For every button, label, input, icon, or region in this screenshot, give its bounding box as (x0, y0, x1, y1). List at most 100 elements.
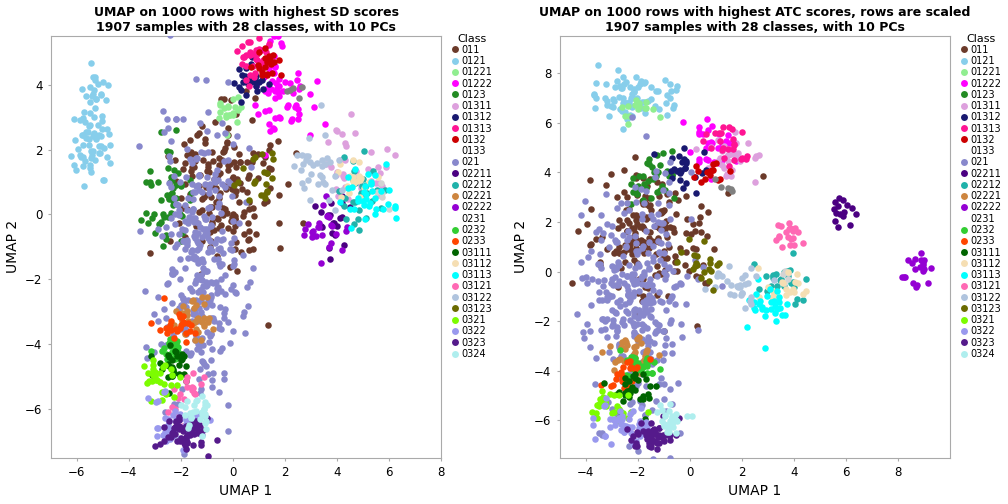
02221 (616, 344, 632, 352)
01311 (328, 126, 344, 134)
0324 (664, 415, 680, 423)
011 (621, 205, 637, 213)
03121 (787, 224, 803, 232)
011 (631, 275, 647, 283)
0123 (157, 235, 173, 243)
0121 (615, 94, 631, 102)
02222 (321, 242, 337, 250)
0123 (629, 185, 645, 194)
03122 (322, 196, 338, 204)
03112 (330, 168, 346, 176)
021 (593, 249, 609, 258)
01311 (728, 153, 744, 161)
02221 (637, 352, 653, 360)
03111 (173, 356, 190, 364)
0322 (598, 394, 614, 402)
0322 (160, 420, 176, 428)
021 (623, 408, 639, 416)
021 (188, 182, 205, 190)
021 (174, 237, 191, 245)
021 (198, 362, 214, 370)
011 (628, 220, 644, 228)
021 (616, 279, 632, 287)
011 (654, 207, 670, 215)
011 (215, 148, 231, 156)
0322 (156, 414, 172, 422)
0321 (157, 361, 173, 369)
0323 (162, 433, 178, 441)
0321 (145, 360, 161, 368)
01312 (255, 85, 271, 93)
011 (262, 183, 278, 192)
01312 (249, 78, 265, 86)
021 (639, 355, 655, 363)
021 (621, 443, 637, 451)
01222 (273, 42, 289, 50)
021 (172, 275, 188, 283)
021 (215, 235, 231, 243)
01311 (387, 151, 403, 159)
011 (657, 254, 673, 262)
0322 (618, 425, 634, 433)
011 (203, 193, 219, 201)
021 (156, 128, 172, 136)
021 (616, 209, 632, 217)
021 (621, 370, 637, 378)
0121 (77, 108, 93, 116)
021 (195, 312, 211, 320)
01313 (241, 82, 257, 90)
01222 (700, 126, 716, 134)
021 (188, 155, 205, 163)
0322 (639, 422, 655, 430)
0321 (164, 370, 180, 379)
03111 (163, 371, 179, 379)
01222 (728, 157, 744, 165)
02221 (188, 316, 205, 324)
02222 (319, 212, 335, 220)
01311 (712, 154, 728, 162)
01313 (707, 129, 723, 137)
03111 (178, 377, 195, 385)
0324 (663, 414, 679, 422)
021 (599, 333, 615, 341)
03122 (309, 180, 326, 188)
03121 (771, 233, 787, 241)
021 (209, 235, 225, 243)
011 (643, 206, 659, 214)
02211 (323, 211, 339, 219)
02221 (618, 336, 634, 344)
011 (221, 224, 237, 232)
0123 (166, 166, 182, 174)
0323 (188, 417, 205, 425)
0232 (626, 360, 642, 368)
03111 (638, 375, 654, 383)
01312 (677, 164, 694, 172)
0123 (649, 151, 665, 159)
03111 (622, 389, 638, 397)
021 (176, 201, 193, 209)
01222 (249, 110, 265, 118)
021 (210, 284, 226, 292)
021 (212, 246, 228, 254)
011 (182, 153, 199, 161)
011 (203, 228, 219, 236)
03123 (672, 248, 688, 257)
0322 (150, 424, 166, 432)
021 (213, 235, 229, 243)
02212 (348, 179, 364, 187)
0323 (200, 452, 216, 460)
0233 (620, 382, 636, 390)
021 (601, 348, 617, 356)
02212 (771, 276, 787, 284)
021 (616, 322, 632, 330)
0322 (625, 439, 641, 448)
0121 (94, 124, 110, 133)
0233 (155, 294, 171, 302)
01311 (364, 168, 380, 176)
021 (236, 308, 252, 316)
01311 (740, 139, 756, 147)
0323 (180, 426, 197, 434)
0132 (723, 167, 739, 175)
0232 (630, 359, 646, 367)
0121 (95, 78, 111, 86)
